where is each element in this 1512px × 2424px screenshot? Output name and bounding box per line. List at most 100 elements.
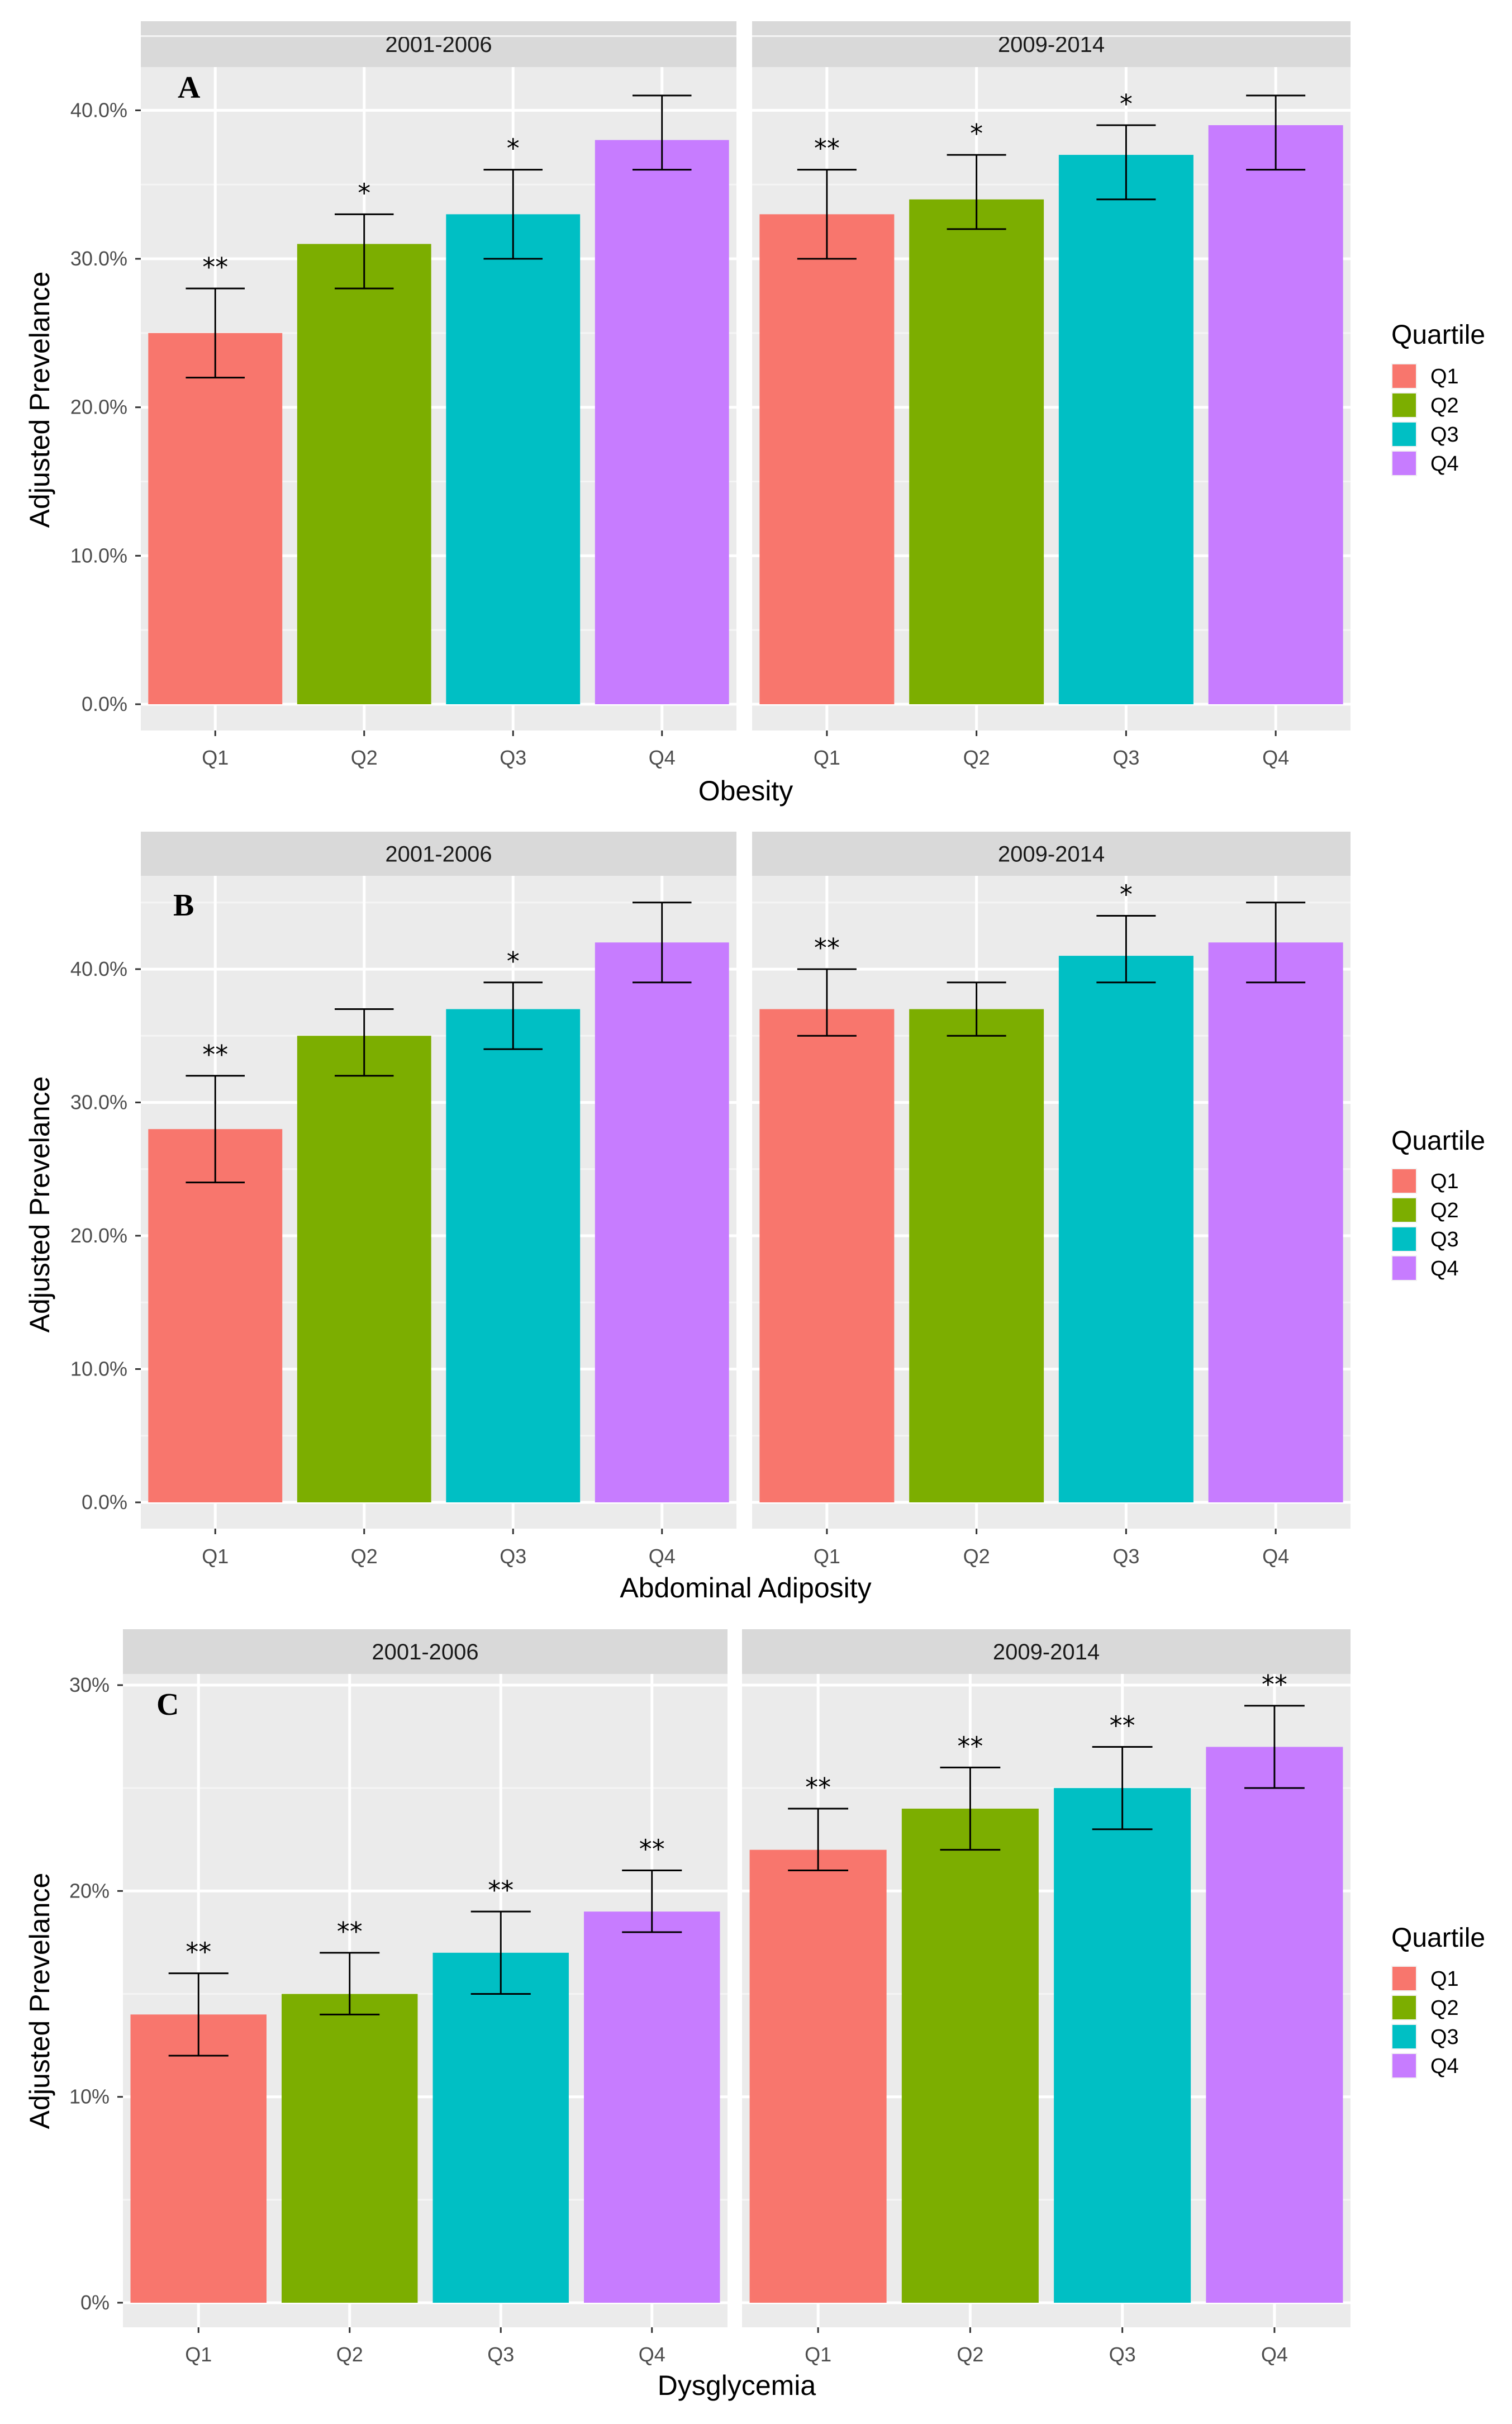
facet-strip: [123, 1629, 728, 1674]
bar-Q1: [130, 2014, 267, 2303]
y-tick-label: 10.0%: [70, 1357, 127, 1380]
y-tick-label: 10%: [69, 2085, 110, 2108]
legend-label-Q1: Q1: [1430, 1967, 1459, 1991]
facet-strip: [141, 832, 736, 876]
x-tick-label: Q2: [351, 746, 378, 769]
facet-B-2: 2009-2014 ** Q1 Q2 * Q3 Q4: [752, 832, 1351, 1568]
y-tick-label: 20%: [69, 1879, 110, 1902]
facet-strip-label: 2009-2014: [998, 842, 1105, 867]
significance-marker: *: [507, 134, 520, 164]
x-tick-label: Q1: [814, 1545, 840, 1568]
y-tick-label: 40.0%: [70, 98, 127, 121]
legend-label-Q4: Q4: [1430, 1257, 1459, 1280]
significance-marker: *: [358, 178, 370, 208]
facet-strip: [752, 832, 1351, 876]
y-axis-title: Adjusted Prevelance: [24, 1873, 55, 2129]
legend-swatch-Q4: [1392, 452, 1416, 475]
significance-marker: **: [639, 1834, 665, 1865]
bar-Q1: [759, 1009, 895, 1502]
legend-label-Q1: Q1: [1430, 365, 1459, 388]
legend-label-Q3: Q3: [1430, 423, 1459, 447]
x-tick-label: Q4: [649, 746, 676, 769]
significance-marker: **: [186, 1937, 211, 1967]
x-tick-label: Q3: [487, 2343, 514, 2366]
legend-swatch-Q4: [1392, 2054, 1416, 2077]
significance-marker: **: [337, 1917, 363, 1947]
significance-marker: **: [805, 1772, 831, 1802]
facet-strip-label: 2001-2006: [385, 842, 492, 867]
bar-Q2: [909, 199, 1044, 705]
x-tick-label: Q3: [1109, 2343, 1136, 2366]
significance-marker: *: [507, 946, 520, 976]
legend-swatch-Q1: [1392, 1169, 1416, 1193]
legend: Quartile Q1 Q2 Q3 Q4: [1391, 320, 1485, 476]
bar-Q2: [297, 1036, 431, 1502]
legend-swatch-Q2: [1392, 393, 1416, 417]
legend-label-Q3: Q3: [1430, 2025, 1459, 2049]
x-tick-label: Q4: [1261, 2343, 1288, 2366]
y-tick-label: 10.0%: [70, 544, 127, 567]
x-tick-label: Q3: [500, 746, 526, 769]
legend-title: Quartile: [1391, 1923, 1485, 1953]
bar-Q4: [595, 942, 729, 1502]
y-tick-label: 30%: [69, 1673, 110, 1696]
significance-marker: **: [202, 1040, 228, 1070]
significance-marker: **: [814, 134, 840, 164]
bar-Q1: [749, 1849, 887, 2303]
legend-label-Q4: Q4: [1430, 452, 1459, 476]
x-tick-label: Q2: [351, 1545, 378, 1568]
y-tick-label: 0.0%: [82, 1491, 127, 1514]
y-axis-title: Adjusted Prevelance: [24, 1076, 55, 1333]
x-tick-label: Q4: [1262, 746, 1289, 769]
bar-Q1: [148, 333, 283, 704]
x-tick-label: Q4: [1262, 1545, 1289, 1568]
facet-strip: [742, 1629, 1351, 1674]
x-tick-label: Q2: [963, 746, 990, 769]
x-axis-title: Obesity: [698, 775, 793, 807]
bar-Q4: [595, 140, 729, 705]
y-tick-label: 40.0%: [70, 957, 127, 980]
legend-label-Q4: Q4: [1430, 2055, 1459, 2078]
y-tick-label: 30.0%: [70, 1090, 127, 1113]
chart-panel-B: 2001-2006 ** Q1 Q2 * Q3 Q4 2009-2014 ** Q1 Q2 * Q3 Q4…: [24, 832, 1485, 1604]
legend: Quartile Q1 Q2 Q3 Q4: [1391, 1923, 1485, 2079]
legend-swatch-Q3: [1392, 2025, 1416, 2048]
bar-Q3: [446, 1009, 581, 1502]
bar-Q2: [901, 1809, 1039, 2303]
legend-swatch-Q4: [1392, 1256, 1416, 1280]
significance-marker: *: [970, 118, 983, 149]
significance-marker: **: [488, 1875, 513, 1905]
panel-letter: B: [173, 888, 194, 923]
bar-Q1: [148, 1129, 283, 1502]
y-tick-label: 20.0%: [70, 396, 127, 419]
legend-label-Q2: Q2: [1430, 1996, 1459, 2020]
legend-label-Q2: Q2: [1430, 394, 1459, 418]
legend-swatch-Q2: [1392, 1996, 1416, 2019]
facet-C-2: 2009-2014 ** Q1 ** Q2 ** Q3 ** Q4: [742, 1629, 1351, 2366]
bar-Q3: [432, 1952, 569, 2303]
significance-marker: **: [1262, 1669, 1287, 1700]
x-tick-label: Q2: [957, 2343, 983, 2366]
chart-panel-A: 2001-2006**Q1*Q2*Q3 Q42009-2014**Q1*Q2*Q3…: [24, 21, 1485, 807]
bar-Q4: [584, 1911, 720, 2303]
legend-title: Quartile: [1391, 1126, 1485, 1156]
x-tick-label: Q1: [202, 1545, 229, 1568]
bar-Q2: [282, 1994, 418, 2303]
legend-swatch-Q1: [1392, 1967, 1416, 1990]
x-tick-label: Q1: [185, 2343, 212, 2366]
bar-Q3: [1054, 1788, 1191, 2303]
y-tick-label: 0%: [80, 2291, 110, 2314]
x-tick-label: Q1: [202, 746, 229, 769]
y-tick-label: 30.0%: [70, 247, 127, 270]
bar-Q1: [759, 214, 895, 704]
facet-strip-label: 2009-2014: [993, 1640, 1100, 1664]
y-tick-label: 20.0%: [70, 1224, 127, 1247]
x-tick-label: Q1: [814, 746, 840, 769]
bar-Q4: [1208, 942, 1343, 1502]
facet-B-1: 2001-2006 ** Q1 Q2 * Q3 Q4: [141, 832, 736, 1568]
legend-swatch-Q3: [1392, 423, 1416, 446]
legend-swatch-Q1: [1392, 364, 1416, 388]
bar-Q4: [1206, 1747, 1343, 2303]
significance-marker: **: [202, 252, 228, 282]
